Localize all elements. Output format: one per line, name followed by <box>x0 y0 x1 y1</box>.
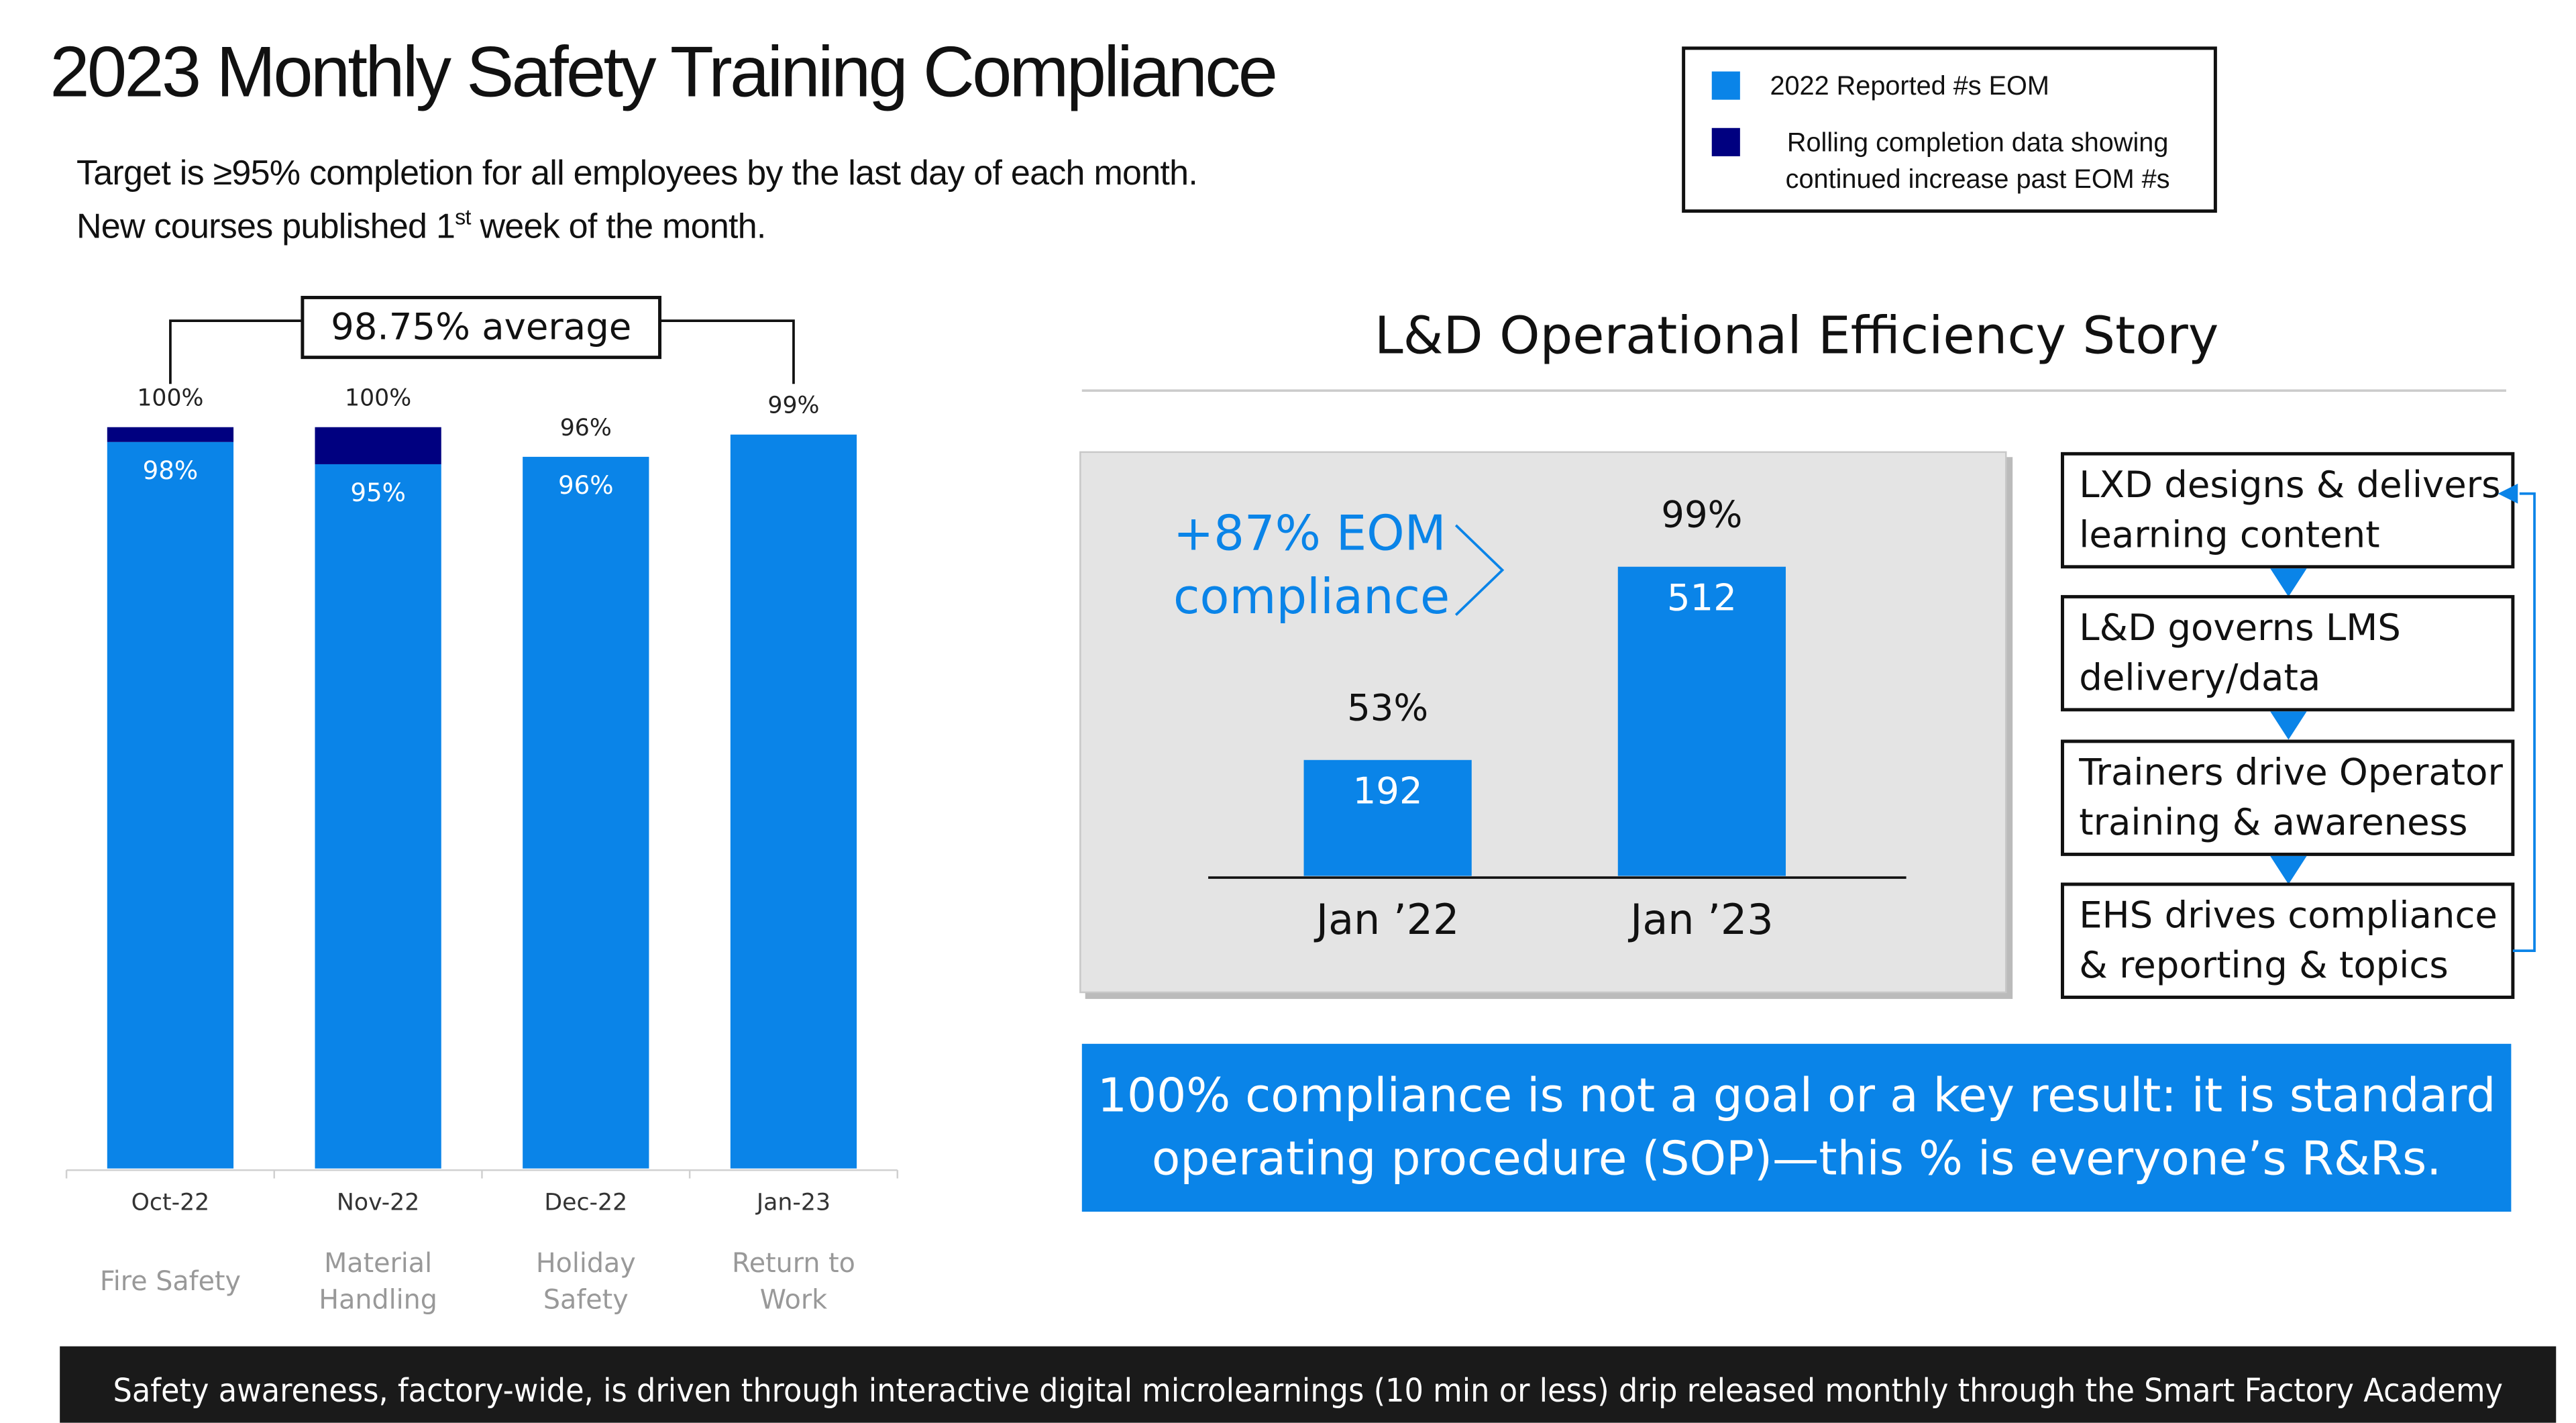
category-description: Return to <box>732 1248 855 1279</box>
data-label: 512 <box>1667 576 1737 619</box>
total-label: 100% <box>345 385 411 412</box>
subtitle-text: New courses published 1 <box>76 207 455 246</box>
compliance-label: 53% <box>1347 686 1428 729</box>
flow-box <box>2061 452 2515 569</box>
annotation: +87% EOM <box>1173 505 1446 562</box>
category-description: Fire Safety <box>100 1266 241 1297</box>
legend-swatch <box>1711 71 1740 100</box>
data-label: 192 <box>1353 769 1423 812</box>
x-tick-label: Jan ’23 <box>1627 896 1774 944</box>
flow-box <box>2061 882 2515 999</box>
annotation: compliance <box>1173 568 1450 625</box>
superscript: st <box>455 204 471 229</box>
bar <box>1617 566 1786 876</box>
chevron <box>1454 524 1505 616</box>
x-tick-label: Dec-22 <box>544 1190 627 1216</box>
x-tick-label: Nov-22 <box>337 1190 419 1216</box>
legend-item: 2022 Reported #s EOM <box>1711 70 2194 107</box>
flow-arrow <box>2270 568 2307 597</box>
annotation-box <box>301 295 662 360</box>
bracket <box>659 319 795 384</box>
bracket <box>169 319 303 384</box>
flow-text: learning content <box>2079 513 2379 556</box>
flow-text: training & awareness <box>2079 800 2467 843</box>
bar <box>1303 759 1472 876</box>
flow-arrow <box>2270 711 2307 740</box>
legend-swatch <box>1711 127 1740 156</box>
compliance-label: 99% <box>1661 493 1742 536</box>
bar-segment <box>107 441 234 1169</box>
total-label: 99% <box>767 392 819 419</box>
legend: 2022 Reported #s EOM Rolling completion d… <box>1682 46 2217 213</box>
subtitle: Target is ≥95% completion for all employ… <box>76 154 1198 193</box>
total-label: 100% <box>137 385 203 412</box>
subtitle-text: week of the month. <box>470 207 766 246</box>
bar-segment <box>315 427 441 464</box>
flow-text: L&D governs LMS <box>2079 606 2401 649</box>
flow-arrow <box>2270 855 2307 884</box>
chart-title: L&D Operational Efficiency Story <box>1375 306 2218 366</box>
legend-label: Rolling completion data showing continue… <box>1785 129 2170 195</box>
category-description: Handling <box>319 1284 437 1315</box>
subtitle: New courses published 1st week of the mo… <box>76 205 766 248</box>
footer-text: Safety awareness, factory-wide, is drive… <box>113 1372 2503 1410</box>
data-label: 98% <box>143 456 199 485</box>
category-description: Work <box>760 1284 827 1315</box>
flow-text: LXD designs & delivers <box>2079 463 2500 506</box>
total-label: 96% <box>560 415 612 441</box>
bar-segment <box>523 456 649 1169</box>
loop-connector <box>2512 492 2536 952</box>
legend-label: 2022 Reported #s EOM <box>1770 73 2049 102</box>
flow-text: & reporting & topics <box>2079 943 2449 986</box>
loop-arrowhead <box>2498 483 2518 504</box>
flow-box <box>2061 739 2515 856</box>
bar-segment <box>107 427 234 442</box>
slide-title: 2023 Monthly Safety Training Compliance <box>50 33 1278 113</box>
data-label: 95% <box>350 478 406 507</box>
bar-segment <box>730 434 857 1169</box>
flow-text: delivery/data <box>2079 655 2320 698</box>
x-tick-label: Jan ’22 <box>1313 896 1460 944</box>
legend-item: Rolling completion data showing continue… <box>1711 126 2186 199</box>
panel <box>1079 451 2007 994</box>
flow-text: EHS drives compliance <box>2079 894 2498 937</box>
category-description: Safety <box>543 1284 629 1315</box>
category-description: Holiday <box>536 1248 636 1279</box>
callout-box <box>1081 1043 2512 1212</box>
data-label: 96% <box>558 471 614 500</box>
flow-box <box>2061 594 2515 712</box>
x-tick-label: Oct-22 <box>131 1190 210 1216</box>
footer-bar <box>60 1346 2557 1423</box>
callout-text: 100% compliance is not a goal or a key r… <box>1097 1069 2496 1123</box>
callout-text: operating procedure (SOP)—this % is ever… <box>1152 1132 2441 1186</box>
annotation: 98.75% average <box>331 305 631 348</box>
bar-segment <box>315 464 441 1169</box>
flow-text: Trainers drive Operator <box>2078 751 2503 794</box>
category-description: Material <box>324 1248 432 1279</box>
x-tick-label: Jan-23 <box>755 1190 830 1216</box>
